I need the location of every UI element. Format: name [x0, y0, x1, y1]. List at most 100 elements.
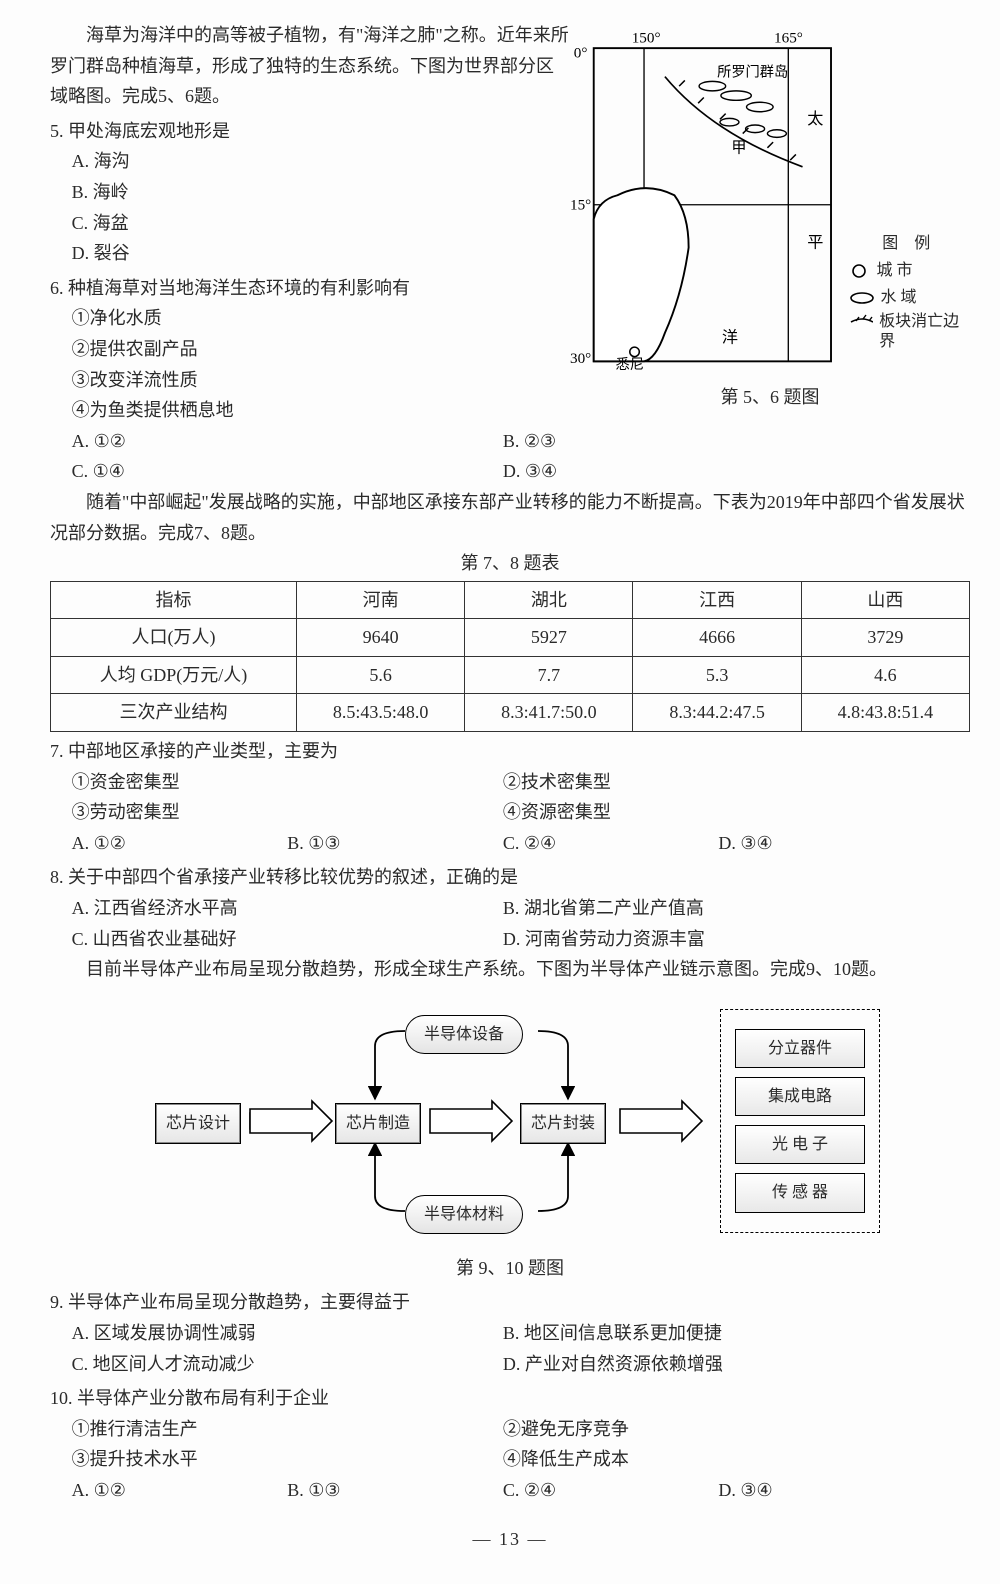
map-label-ping: 平	[807, 234, 823, 251]
q8-option-c[interactable]: C. 山西省农业基础好	[72, 924, 503, 955]
col-3: 江西	[633, 581, 801, 619]
map-lat-bot: 30°	[570, 350, 591, 367]
q6-stmt-2: ②提供农副产品	[72, 334, 570, 365]
q7-stmt-2: ②技术密集型	[503, 767, 934, 798]
table-cell: 9640	[296, 619, 464, 657]
node-material: 半导体材料	[405, 1195, 523, 1234]
question-5: 5. 甲处海底宏观地形是 A. 海沟 B. 海岭 C. 海盆 D. 裂谷	[50, 116, 570, 269]
node-opto: 光 电 子	[735, 1125, 865, 1164]
q10-stmt-4: ④降低生产成本	[503, 1444, 934, 1475]
question-8: 8. 关于中部四个省承接产业转移比较优势的叙述，正确的是 A. 江西省经济水平高…	[50, 862, 970, 954]
q6-stmt-1: ①净化水质	[72, 303, 570, 334]
q10-stmt-1: ①推行清洁生产	[72, 1414, 503, 1445]
question-6: 6. 种植海草对当地海洋生态环境的有利影响有 ①净化水质 ②提供农副产品 ③改变…	[50, 273, 570, 426]
q10-option-a[interactable]: A. ①②	[72, 1475, 288, 1506]
q5-option-b[interactable]: B. 海岭	[72, 177, 570, 208]
map-lat-top: 0°	[574, 45, 588, 62]
q6-option-c[interactable]: C. ①④	[72, 456, 503, 487]
map-legend: 图 例 城 市 水 域 板块消亡边界	[849, 230, 971, 352]
q9-stem: 9. 半导体产业布局呈现分散趋势，主要得益于	[50, 1287, 970, 1318]
table-cell: 4.8:43.8:51.4	[801, 694, 969, 732]
q6-options: A. ①② B. ②③ C. ①④ D. ③④	[50, 426, 970, 487]
node-equipment: 半导体设备	[405, 1015, 523, 1054]
q7-stmt-4: ④资源密集型	[503, 797, 934, 828]
table-cell: 人均 GDP(万元/人)	[51, 656, 297, 694]
q9-option-d[interactable]: D. 产业对自然资源依赖增强	[503, 1349, 934, 1380]
map-lat-mid: 15°	[570, 196, 591, 213]
q10-option-d[interactable]: D. ③④	[718, 1475, 934, 1506]
node-manufacture: 芯片制造	[335, 1103, 421, 1144]
q7-option-c[interactable]: C. ②④	[503, 828, 719, 859]
col-1: 河南	[296, 581, 464, 619]
map-svg: 150° 165° 0° 15° 30°	[570, 20, 841, 380]
q7-option-a[interactable]: A. ①②	[72, 828, 288, 859]
q8-stem: 8. 关于中部四个省承接产业转移比较优势的叙述，正确的是	[50, 862, 970, 893]
table-cell: 5927	[465, 619, 633, 657]
map-label-xini: 悉尼	[616, 356, 644, 373]
diagram-9-10: 半导体设备 半导体材料 芯片设计 芯片制造 芯片封装 分立器件 集成电路 光 电…	[100, 991, 920, 1251]
legend-city: 城 市	[877, 257, 913, 284]
q10-stmt-3: ③提升技术水平	[72, 1444, 503, 1475]
legend-water: 水 域	[881, 284, 917, 311]
q7-stmt-1: ①资金密集型	[72, 767, 503, 798]
q10-option-b[interactable]: B. ①③	[287, 1475, 503, 1506]
q8-option-d[interactable]: D. 河南省劳动力资源丰富	[503, 924, 934, 955]
q8-option-a[interactable]: A. 江西省经济水平高	[72, 893, 503, 924]
table-cell: 4.6	[801, 656, 969, 694]
map-label-jia: 甲	[731, 140, 746, 157]
q5-option-c[interactable]: C. 海盆	[72, 208, 570, 239]
q6-stem: 6. 种植海草对当地海洋生态环境的有利影响有	[50, 273, 570, 304]
legend-boundary: 板块消亡边界	[879, 312, 970, 352]
map-label-tai: 太	[807, 110, 823, 128]
q5-stem: 5. 甲处海底宏观地形是	[50, 116, 570, 147]
question-7: 7. 中部地区承接的产业类型，主要为 ①资金密集型 ②技术密集型 ③劳动密集型 …	[50, 736, 970, 858]
node-design: 芯片设计	[155, 1103, 241, 1144]
output-group: 分立器件 集成电路 光 电 子 传 感 器	[720, 1009, 880, 1233]
data-table-7-8: 指标 河南 湖北 江西 山西 人口(万人) 9640 5927 4666 372…	[50, 581, 970, 732]
map-lon-left: 150°	[632, 29, 661, 46]
q9-option-a[interactable]: A. 区域发展协调性减弱	[72, 1318, 503, 1349]
page-number: — 13 —	[50, 1524, 970, 1555]
q7-option-d[interactable]: D. ③④	[718, 828, 934, 859]
passage-7-8-intro: 随着"中部崛起"发展战略的实施，中部地区承接东部产业转移的能力不断提高。下表为2…	[50, 487, 970, 548]
map-label-islands: 所罗门群岛	[717, 64, 788, 81]
node-ic: 集成电路	[735, 1077, 865, 1116]
table-cell: 三次产业结构	[51, 694, 297, 732]
q5-option-a[interactable]: A. 海沟	[72, 146, 570, 177]
table-cell: 8.3:41.7:50.0	[465, 694, 633, 732]
map-5-6: 150° 165° 0° 15° 30°	[570, 20, 970, 413]
legend-title: 图 例	[849, 230, 971, 257]
table-cell: 8.5:43.5:48.0	[296, 694, 464, 732]
question-10: 10. 半导体产业分散布局有利于企业 ①推行清洁生产 ②避免无序竞争 ③提升技术…	[50, 1383, 970, 1505]
q8-option-b[interactable]: B. 湖北省第二产业产值高	[503, 893, 934, 924]
diagram-caption: 第 9、10 题图	[50, 1253, 970, 1284]
table-caption: 第 7、8 题表	[50, 548, 970, 579]
node-discrete: 分立器件	[735, 1029, 865, 1068]
table-cell: 4666	[633, 619, 801, 657]
q9-option-c[interactable]: C. 地区间人才流动减少	[72, 1349, 503, 1380]
q7-option-b[interactable]: B. ①③	[287, 828, 503, 859]
col-2: 湖北	[465, 581, 633, 619]
question-9: 9. 半导体产业布局呈现分散趋势，主要得益于 A. 区域发展协调性减弱 B. 地…	[50, 1287, 970, 1379]
q6-option-b[interactable]: B. ②③	[503, 426, 934, 457]
section-5-6: 海草为海洋中的高等被子植物，有"海洋之肺"之称。近年来所罗门群岛种植海草，形成了…	[50, 20, 970, 426]
q6-stmt-4: ④为鱼类提供栖息地	[72, 395, 570, 426]
q10-stmt-2: ②避免无序竞争	[503, 1414, 934, 1445]
table-cell: 8.3:44.2:47.5	[633, 694, 801, 732]
q9-option-b[interactable]: B. 地区间信息联系更加便捷	[503, 1318, 934, 1349]
q6-option-a[interactable]: A. ①②	[72, 426, 503, 457]
q5-option-d[interactable]: D. 裂谷	[72, 238, 570, 269]
col-4: 山西	[801, 581, 969, 619]
q10-option-c[interactable]: C. ②④	[503, 1475, 719, 1506]
section-5-6-text: 海草为海洋中的高等被子植物，有"海洋之肺"之称。近年来所罗门群岛种植海草，形成了…	[50, 20, 570, 426]
node-package: 芯片封装	[520, 1103, 606, 1144]
map-caption: 第 5、6 题图	[570, 382, 970, 413]
passage-5-6-intro: 海草为海洋中的高等被子植物，有"海洋之肺"之称。近年来所罗门群岛种植海草，形成了…	[50, 20, 570, 112]
map-label-yang: 洋	[722, 328, 738, 346]
q10-stem: 10. 半导体产业分散布局有利于企业	[50, 1383, 970, 1414]
table-cell: 5.6	[296, 656, 464, 694]
map-lon-right: 165°	[774, 29, 803, 46]
q6-option-d[interactable]: D. ③④	[503, 456, 934, 487]
table-cell: 人口(万人)	[51, 619, 297, 657]
table-cell: 5.3	[633, 656, 801, 694]
